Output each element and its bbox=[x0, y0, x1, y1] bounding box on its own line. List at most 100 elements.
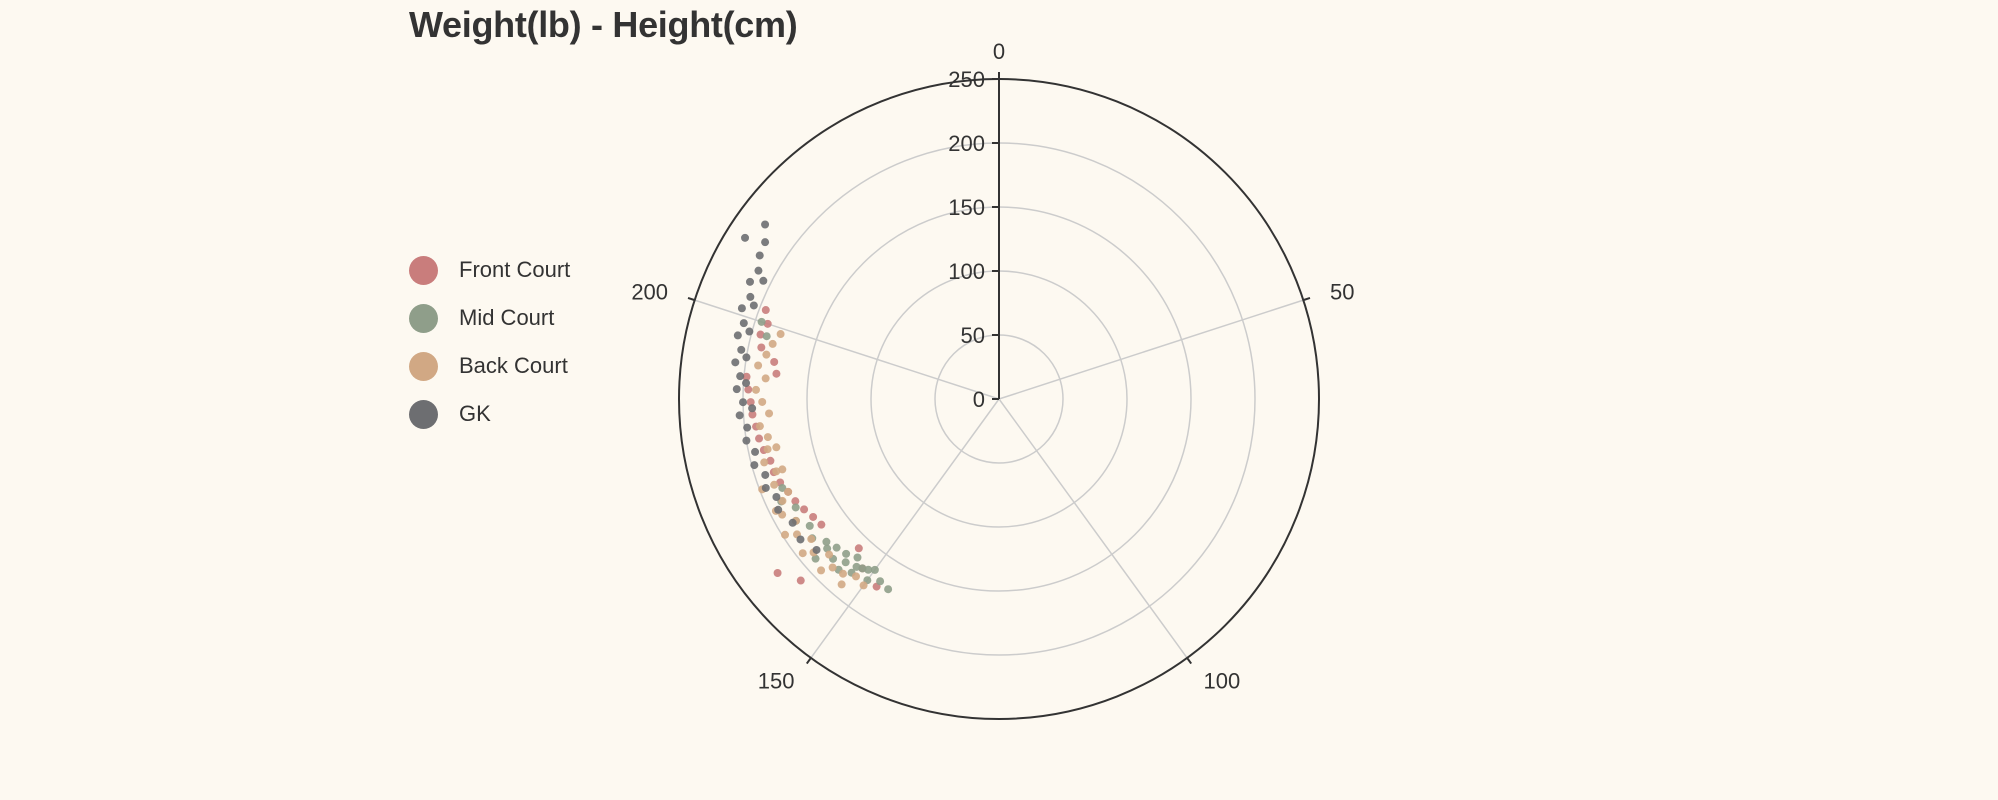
point-mid-court-22[interactable] bbox=[811, 554, 820, 563]
point-mid-court-0[interactable] bbox=[884, 585, 893, 594]
point-gk-19[interactable] bbox=[737, 304, 746, 313]
point-gk-24[interactable] bbox=[761, 238, 770, 247]
point-gk-26[interactable] bbox=[741, 233, 750, 242]
point-back-court-13[interactable] bbox=[772, 467, 781, 476]
point-back-court-19[interactable] bbox=[758, 397, 767, 406]
point-front-court-2[interactable] bbox=[800, 505, 809, 514]
point-gk-12[interactable] bbox=[739, 398, 748, 407]
point-front-court-3[interactable] bbox=[791, 497, 800, 506]
point-front-court-13[interactable] bbox=[744, 385, 753, 394]
point-front-court-20[interactable] bbox=[761, 306, 770, 315]
point-gk-23[interactable] bbox=[755, 251, 764, 260]
point-back-court-18[interactable] bbox=[765, 409, 774, 418]
point-gk-29[interactable] bbox=[742, 353, 751, 362]
point-back-court-2[interactable] bbox=[838, 569, 847, 578]
point-mid-court-21[interactable] bbox=[762, 332, 771, 341]
point-back-court-28[interactable] bbox=[798, 549, 807, 558]
point-back-court-1[interactable] bbox=[851, 572, 860, 581]
point-front-court-22[interactable] bbox=[773, 568, 782, 577]
point-back-court-21[interactable] bbox=[761, 374, 770, 383]
point-back-court-25[interactable] bbox=[776, 330, 785, 339]
point-gk-4[interactable] bbox=[772, 492, 781, 501]
point-front-court-14[interactable] bbox=[742, 372, 751, 381]
point-front-court-16[interactable] bbox=[770, 357, 779, 366]
point-front-court-25[interactable] bbox=[854, 544, 863, 553]
point-back-court-33[interactable] bbox=[772, 443, 781, 452]
point-back-court-32[interactable] bbox=[778, 465, 787, 474]
point-front-court-7[interactable] bbox=[766, 456, 775, 465]
point-gk-28[interactable] bbox=[742, 379, 751, 388]
point-gk-30[interactable] bbox=[745, 327, 754, 336]
point-gk-21[interactable] bbox=[745, 277, 754, 286]
point-mid-court-18[interactable] bbox=[791, 503, 800, 512]
point-front-court-18[interactable] bbox=[756, 330, 765, 339]
point-front-court-15[interactable] bbox=[772, 369, 781, 378]
point-gk-8[interactable] bbox=[751, 447, 760, 456]
point-front-court-21[interactable] bbox=[796, 576, 805, 585]
point-back-court-24[interactable] bbox=[768, 339, 777, 348]
point-back-court-22[interactable] bbox=[754, 361, 763, 370]
point-gk-6[interactable] bbox=[761, 470, 770, 479]
point-gk-20[interactable] bbox=[746, 292, 755, 301]
point-gk-27[interactable] bbox=[748, 404, 757, 413]
point-gk-13[interactable] bbox=[732, 385, 741, 394]
point-front-court-12[interactable] bbox=[746, 398, 755, 407]
point-gk-14[interactable] bbox=[736, 372, 745, 381]
point-back-court-27[interactable] bbox=[817, 566, 826, 575]
point-back-court-4[interactable] bbox=[825, 550, 834, 559]
legend-item-front-court[interactable]: Front Court bbox=[409, 246, 570, 294]
point-gk-17[interactable] bbox=[733, 331, 742, 340]
point-gk-2[interactable] bbox=[788, 518, 797, 527]
point-gk-18[interactable] bbox=[739, 319, 748, 328]
point-gk-5[interactable] bbox=[761, 483, 770, 492]
point-back-court-12[interactable] bbox=[770, 480, 779, 489]
point-mid-court-1[interactable] bbox=[876, 577, 885, 586]
legend-item-back-court[interactable]: Back Court bbox=[409, 342, 570, 390]
point-gk-25[interactable] bbox=[761, 220, 770, 229]
point-gk-7[interactable] bbox=[750, 461, 759, 470]
point-back-court-11[interactable] bbox=[784, 487, 793, 496]
point-gk-11[interactable] bbox=[735, 411, 744, 420]
point-back-court-15[interactable] bbox=[763, 445, 772, 454]
point-gk-3[interactable] bbox=[774, 505, 783, 514]
point-back-court-17[interactable] bbox=[755, 422, 764, 431]
point-gk-0[interactable] bbox=[812, 545, 821, 554]
point-back-court-20[interactable] bbox=[751, 385, 760, 394]
point-back-court-16[interactable] bbox=[763, 433, 772, 442]
point-mid-court-14[interactable] bbox=[822, 537, 831, 546]
point-gk-31[interactable] bbox=[749, 301, 758, 310]
point-mid-court-10[interactable] bbox=[842, 549, 851, 558]
point-front-court-9[interactable] bbox=[755, 434, 764, 443]
point-gk-22[interactable] bbox=[754, 266, 763, 275]
point-gk-1[interactable] bbox=[796, 535, 805, 544]
point-gk-10[interactable] bbox=[743, 423, 752, 432]
point-front-court-11[interactable] bbox=[748, 410, 757, 419]
point-mid-court-6[interactable] bbox=[852, 562, 861, 571]
point-front-court-19[interactable] bbox=[763, 319, 772, 328]
point-back-court-14[interactable] bbox=[760, 458, 769, 467]
point-mid-court-13[interactable] bbox=[823, 544, 832, 553]
point-mid-court-23[interactable] bbox=[778, 483, 787, 492]
legend-item-gk[interactable]: GK bbox=[409, 390, 570, 438]
point-back-court-26[interactable] bbox=[837, 580, 846, 589]
point-back-court-29[interactable] bbox=[781, 530, 790, 539]
point-mid-court-9[interactable] bbox=[841, 558, 850, 567]
point-gk-9[interactable] bbox=[742, 436, 751, 445]
point-back-court-0[interactable] bbox=[859, 581, 868, 590]
legend-item-mid-court[interactable]: Mid Court bbox=[409, 294, 570, 342]
point-mid-court-2[interactable] bbox=[870, 565, 879, 574]
point-mid-court-20[interactable] bbox=[757, 317, 766, 326]
point-gk-15[interactable] bbox=[731, 358, 740, 367]
point-mid-court-12[interactable] bbox=[832, 543, 841, 552]
point-back-court-6[interactable] bbox=[807, 535, 816, 544]
point-front-court-1[interactable] bbox=[809, 512, 818, 521]
point-gk-32[interactable] bbox=[759, 276, 768, 285]
point-mid-court-8[interactable] bbox=[853, 553, 862, 562]
point-mid-court-16[interactable] bbox=[805, 521, 814, 530]
point-front-court-0[interactable] bbox=[817, 520, 826, 529]
point-back-court-10[interactable] bbox=[778, 496, 787, 505]
point-gk-16[interactable] bbox=[737, 345, 746, 354]
point-front-court-17[interactable] bbox=[757, 343, 766, 352]
point-back-court-3[interactable] bbox=[828, 563, 837, 572]
point-back-court-23[interactable] bbox=[762, 350, 771, 359]
